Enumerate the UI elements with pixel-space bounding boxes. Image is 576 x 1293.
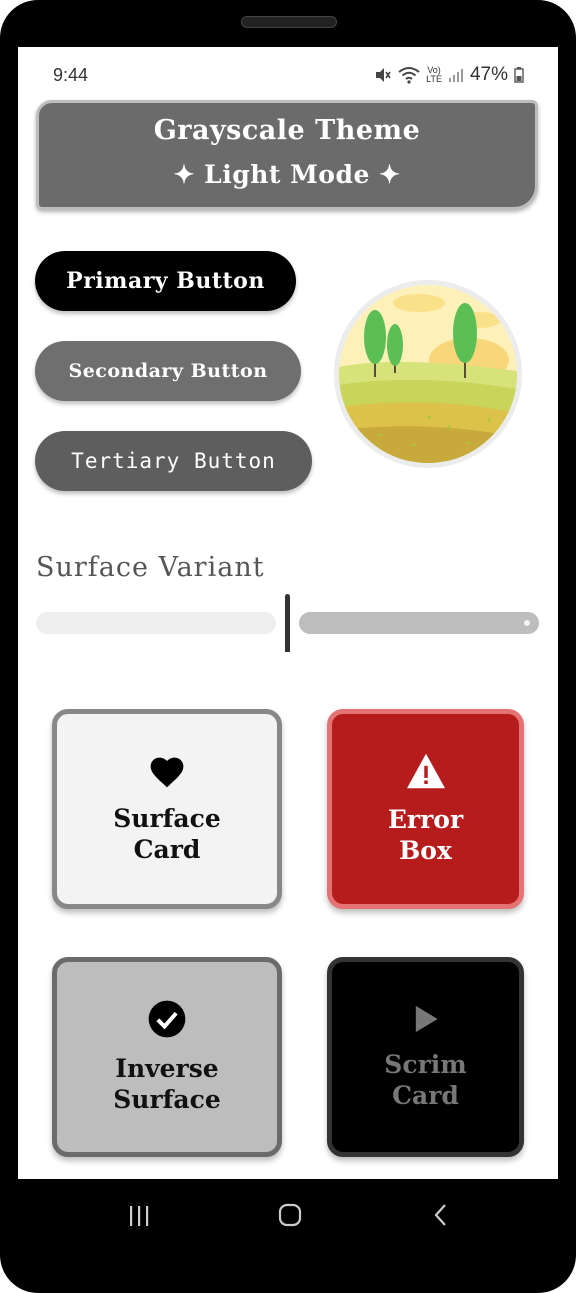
home-icon[interactable] xyxy=(278,1203,302,1227)
wifi-icon xyxy=(398,67,420,84)
slider-stop-indicator xyxy=(524,620,530,626)
surface-card[interactable]: Surface Card xyxy=(52,709,282,909)
warning-icon xyxy=(406,753,445,789)
status-bar: 9:44 Vo) LTE xyxy=(18,47,558,97)
card-label: Error Box xyxy=(387,805,464,865)
card-label: Scrim Card xyxy=(384,1050,467,1110)
header-subtitle: ✦ Light Mode ✦ xyxy=(173,160,401,189)
scrim-card[interactable]: Scrim Card xyxy=(327,957,524,1157)
slider-label: Surface Variant xyxy=(36,552,265,583)
status-time: 9:44 xyxy=(53,65,89,85)
error-box[interactable]: Error Box xyxy=(327,709,524,909)
battery-percent: 47% xyxy=(469,64,508,85)
back-icon[interactable] xyxy=(432,1203,450,1227)
header-title: Grayscale Theme xyxy=(153,115,421,146)
theme-header: Grayscale Theme ✦ Light Mode ✦ xyxy=(36,100,538,210)
volte-icon: Vo) LTE xyxy=(426,65,442,84)
battery-icon xyxy=(514,67,524,83)
screen: 9:44 Vo) LTE xyxy=(18,47,558,1179)
landscape-illustration xyxy=(339,285,517,463)
slider-track-active xyxy=(36,612,276,634)
surface-variant-slider[interactable] xyxy=(36,592,539,652)
play-icon xyxy=(415,1005,438,1033)
earpiece-speaker xyxy=(241,16,337,28)
card-label: Inverse Surface xyxy=(113,1054,221,1114)
card-label: Surface Card xyxy=(113,804,221,864)
status-icons: Vo) LTE 47% xyxy=(374,64,524,86)
secondary-button[interactable]: Secondary Button xyxy=(35,341,301,401)
signal-icon xyxy=(448,69,463,82)
inverse-surface-card[interactable]: Inverse Surface xyxy=(52,957,282,1157)
system-navigation-bar xyxy=(0,1179,576,1259)
recents-icon[interactable] xyxy=(128,1205,150,1227)
tertiary-button[interactable]: Tertiary Button xyxy=(35,431,312,491)
primary-button[interactable]: Primary Button xyxy=(35,251,296,311)
landscape-image xyxy=(334,280,522,468)
check-circle-icon xyxy=(148,1000,186,1038)
heart-icon xyxy=(150,757,184,788)
mute-icon xyxy=(376,68,391,82)
slider-track-inactive xyxy=(299,612,539,634)
slider-thumb[interactable] xyxy=(285,594,290,652)
